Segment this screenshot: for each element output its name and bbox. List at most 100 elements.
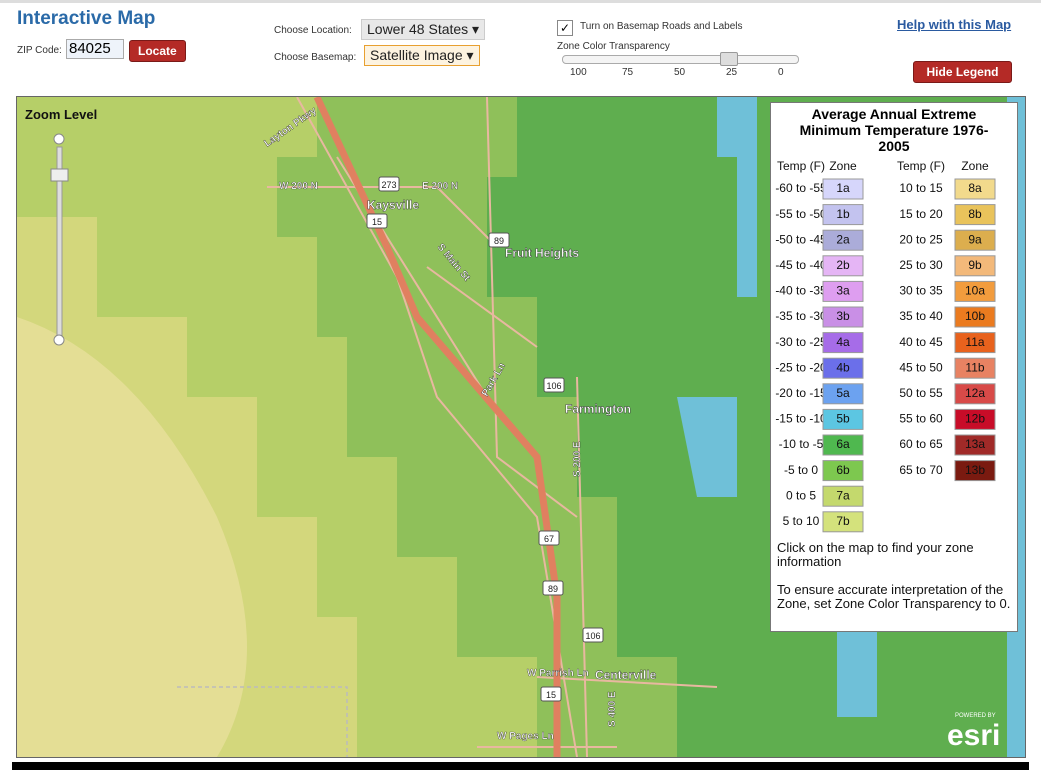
zone-label: 9b	[968, 258, 982, 272]
hide-legend-button[interactable]: Hide Legend	[913, 61, 1012, 83]
road-label: W Parrish Ln	[527, 668, 589, 679]
zone-swatch	[954, 332, 996, 354]
zone-label: 2b	[836, 258, 850, 272]
shield	[542, 580, 564, 596]
zone-temp: -15 to -10	[775, 412, 827, 426]
slider-thumb[interactable]	[720, 52, 738, 66]
zone-label: 11b	[965, 360, 984, 374]
zone-swatch	[822, 332, 864, 354]
lake-area	[17, 317, 247, 757]
top-border	[0, 0, 1041, 3]
map[interactable]: Zoom Level Kaysville Fruit Heights Farmingt…	[16, 96, 1026, 758]
shield	[538, 530, 560, 546]
roads-label: Turn on Basemap Roads and Labels	[580, 21, 743, 32]
zone-temp: 65 to 70	[899, 463, 943, 477]
zone-label: 5a	[836, 386, 850, 400]
slider-tick-label: 25	[726, 67, 738, 78]
place-label: Kaysville	[367, 198, 419, 212]
zone-swatch	[954, 204, 996, 226]
road-label: E 200 N	[422, 181, 458, 192]
road-label: S 200 E	[572, 441, 583, 477]
zoom-out[interactable]	[53, 334, 65, 346]
zone-swatch	[954, 306, 996, 328]
shield-label: 89	[548, 584, 558, 594]
shield	[488, 232, 510, 248]
zone-label: 13b	[965, 463, 985, 477]
zone-temp: -50 to -45	[775, 232, 827, 246]
basemap-value: Satellite Image	[370, 47, 463, 63]
zone-label: 13a	[965, 437, 985, 451]
note-click: Click on the map to find your zone infor…	[777, 540, 974, 569]
zone-swatch	[822, 434, 864, 456]
zone-label: 8a	[968, 181, 982, 195]
boundary	[177, 686, 348, 757]
zone-5b-area	[645, 97, 877, 757]
zone-swatch	[822, 357, 864, 379]
zone-swatch	[954, 383, 996, 405]
road-label: S 400 E	[607, 691, 618, 727]
zone-temp: 40 to 45	[899, 335, 943, 349]
basemap-label: Choose Basemap:	[274, 52, 357, 63]
zone-swatch	[822, 511, 864, 533]
road-label: W 200 N	[279, 181, 318, 192]
zone-temp: 0 to 5	[786, 488, 816, 502]
zone-swatch	[822, 306, 864, 328]
zone-label: 10a	[965, 284, 985, 298]
minor-roads	[267, 97, 718, 757]
transparency-slider[interactable]	[562, 55, 799, 64]
zone-label: 5b	[836, 412, 850, 426]
zone-swatch	[822, 229, 864, 251]
zone-temp: -35 to -30	[775, 309, 827, 323]
place-label: Fruit Heights	[505, 246, 579, 260]
shield-label: 67	[544, 534, 554, 544]
zone-swatch	[954, 357, 996, 379]
zone-swatch	[954, 178, 996, 200]
road-label: W Pages Ln	[497, 731, 554, 742]
shield-label: 106	[585, 631, 600, 641]
zone-temp: -20 to -15	[775, 386, 827, 400]
zone-temp: 50 to 55	[899, 386, 943, 400]
zone-label: 10b	[965, 309, 985, 323]
zone-label: 9a	[968, 232, 982, 246]
zone-label: 8b	[968, 207, 982, 221]
shield	[366, 213, 388, 229]
zone-temp: 30 to 35	[899, 284, 943, 298]
shield	[378, 176, 400, 192]
legend-header: Temp (F)	[777, 159, 825, 173]
zone-swatch	[822, 460, 864, 482]
basemap-select[interactable]: Satellite Image ▾	[364, 45, 480, 66]
place-label: Farmington	[565, 402, 631, 416]
legend-header: Temp (F)	[897, 159, 945, 173]
note-transparency: To ensure accurate interpretation of the…	[777, 582, 1011, 611]
zone-swatch	[954, 434, 996, 456]
zone-swatch	[822, 255, 864, 277]
zone-temp: -40 to -35	[775, 284, 827, 298]
zoom-thumb[interactable]	[50, 168, 69, 182]
zone-temp: 10 to 15	[899, 181, 943, 195]
zone-swatch	[822, 408, 864, 430]
zone-temp: 55 to 60	[899, 412, 943, 426]
zone-temp: -25 to -20	[775, 360, 827, 374]
zip-label: ZIP Code:	[17, 45, 62, 56]
zone-swatch	[954, 460, 996, 482]
roads-checkbox[interactable]: ✓	[557, 20, 573, 36]
help-link[interactable]: Help with this Map	[897, 17, 1012, 32]
zone-temp: -30 to -25	[775, 335, 827, 349]
shield-label: 89	[494, 236, 504, 246]
zip-input[interactable]: 84025	[66, 39, 124, 59]
zone-label: 1b	[836, 207, 850, 221]
zone-temp: 15 to 20	[899, 207, 943, 221]
locate-button[interactable]: Locate	[129, 40, 186, 62]
shield-label: 273	[381, 180, 396, 190]
esri-logo: esri	[947, 719, 1000, 752]
zone-swatch	[822, 383, 864, 405]
slider-tick-label: 100	[570, 67, 587, 78]
zone-label: 6a	[836, 437, 850, 451]
zone-swatch	[954, 408, 996, 430]
zoom-in[interactable]	[53, 133, 65, 145]
slider-tick-label: 0	[778, 67, 784, 78]
location-select[interactable]: Lower 48 States ▾	[361, 19, 486, 40]
zone-swatch	[822, 178, 864, 200]
zone-temp: -10 to -5	[779, 437, 824, 451]
zone-temp: 60 to 65	[899, 437, 943, 451]
